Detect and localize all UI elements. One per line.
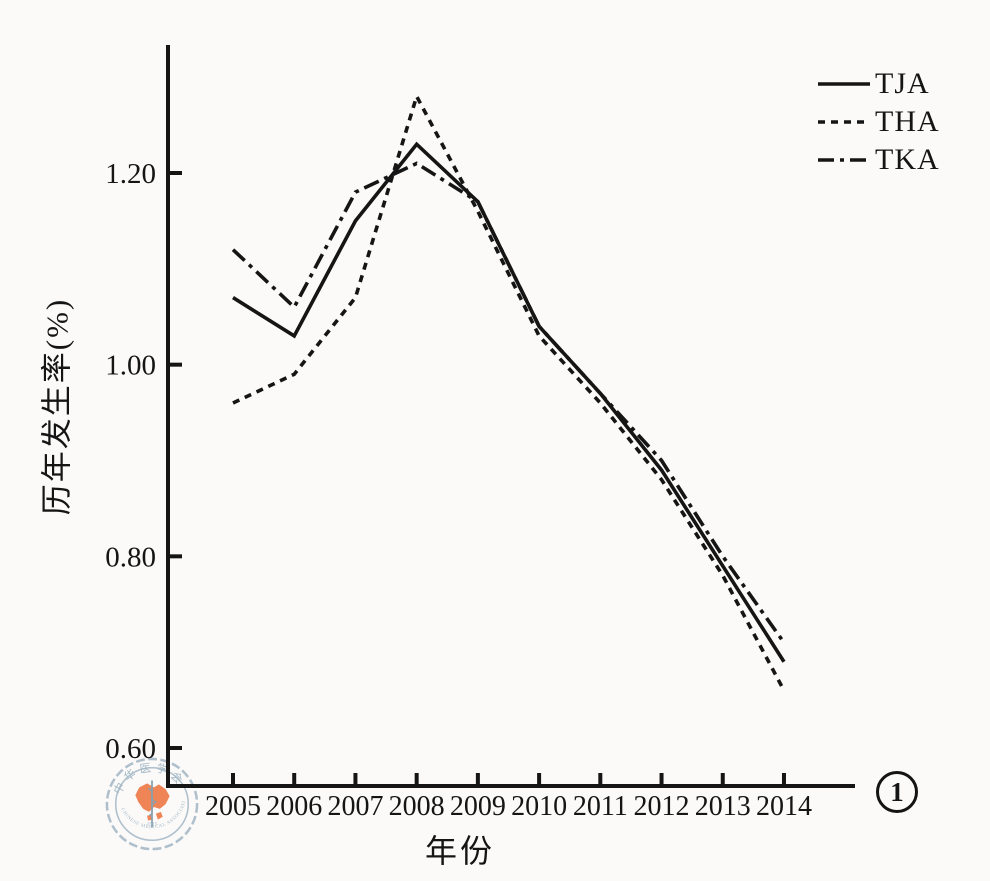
stamp-staff-snake bbox=[147, 780, 158, 828]
legend-item-tja: TJA bbox=[818, 68, 940, 99]
figure-number-badge: 1 bbox=[876, 771, 918, 813]
cma-watermark-stamp: 中华医学会 CHINESE MEDICAL ASSOCIATION 1915 bbox=[103, 755, 199, 851]
stamp-inner-ring bbox=[114, 766, 190, 842]
series-line-tja bbox=[232, 141, 786, 663]
tka-line-sample-icon bbox=[818, 157, 870, 162]
tja-line-sample-icon bbox=[818, 81, 870, 86]
y-tick-label: 0.60 bbox=[105, 733, 156, 765]
figure-number: 1 bbox=[890, 776, 904, 807]
x-tick-label: 2014 bbox=[756, 791, 812, 822]
y-tick-label: 1.00 bbox=[105, 350, 156, 382]
stamp-border bbox=[105, 757, 199, 851]
series-line-tka bbox=[231, 161, 786, 644]
series-line-tha bbox=[232, 91, 786, 692]
legend-item-tka: TKA bbox=[818, 144, 940, 175]
x-tick-label: 2008 bbox=[389, 791, 445, 822]
legend-label-tka: TKA bbox=[875, 142, 940, 176]
stamp-year: 1915 bbox=[147, 822, 158, 828]
y-axis-title: 历年发生率(%) bbox=[39, 297, 75, 516]
stamp-scalloped-ring bbox=[105, 757, 199, 851]
x-tick-label: 2011 bbox=[573, 791, 628, 822]
tha-line-sample-icon bbox=[818, 119, 870, 124]
x-tick-label: 2007 bbox=[327, 791, 383, 822]
x-tick-label: 2013 bbox=[695, 791, 751, 822]
x-tick-label: 2009 bbox=[450, 791, 506, 822]
legend: TJA THA TKA bbox=[818, 68, 940, 175]
legend-label-tja: TJA bbox=[875, 66, 930, 100]
x-axis-title: 年份 bbox=[424, 833, 495, 869]
legend-label-tha: THA bbox=[875, 104, 940, 138]
y-tick-label: 1.20 bbox=[105, 158, 156, 190]
x-tick-label: 2005 bbox=[205, 791, 261, 822]
legend-item-tha: THA bbox=[818, 106, 940, 137]
x-tick-label: 2012 bbox=[634, 791, 690, 822]
x-tick-label: 2006 bbox=[266, 791, 322, 822]
y-tick-label: 0.80 bbox=[105, 541, 156, 573]
x-tick-label: 2010 bbox=[511, 791, 567, 822]
